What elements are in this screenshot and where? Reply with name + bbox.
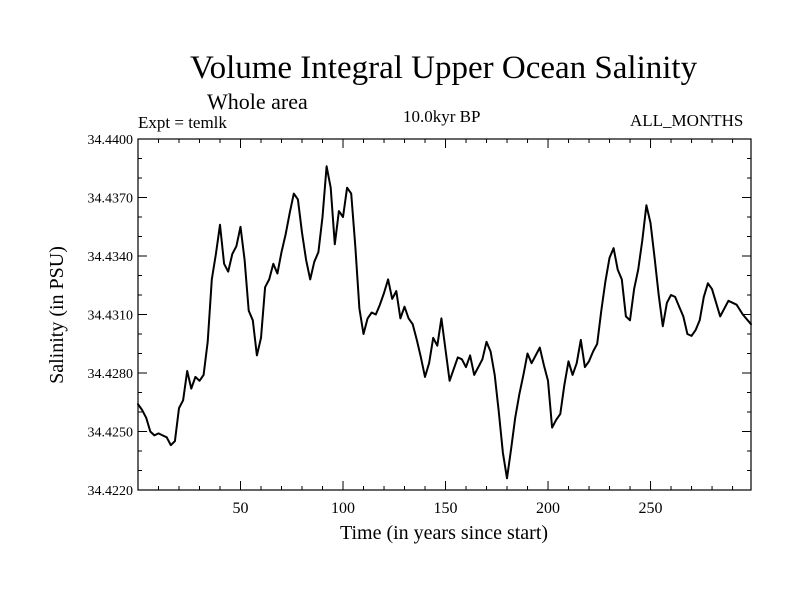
axis-ticks: 50 100 150 200 250 34.4220 34.4250 34.4280 34.43… (88, 133, 751, 517)
x-tick-label: 150 (434, 500, 458, 517)
months-label: ALL_MONTHS (630, 111, 744, 130)
series-line-salinity (137, 165, 752, 480)
x-tick-label: 50 (233, 500, 249, 517)
chart-title: Volume Integral Upper Ocean Salinity (190, 50, 698, 86)
plot-frame (137, 138, 752, 491)
chart-subtitle: Whole area (207, 89, 308, 114)
experiment-label: Expt = temlk (138, 113, 227, 132)
y-tick-label: 34.4340 (88, 250, 134, 265)
y-tick-label: 34.4220 (88, 484, 134, 499)
x-axis-label: Time (in years since start) (340, 522, 548, 544)
x-tick-label: 100 (331, 500, 355, 517)
x-tick-label: 250 (639, 500, 663, 517)
x-tick-label: 200 (536, 500, 560, 517)
y-tick-label: 34.4370 (88, 192, 134, 207)
y-tick-label: 34.4280 (88, 367, 134, 382)
y-tick-label: 34.4400 (88, 133, 134, 148)
period-label: 10.0kyr BP (403, 107, 481, 126)
y-tick-label: 34.4310 (88, 309, 134, 324)
y-tick-label: 34.4250 (88, 426, 134, 441)
series-layer (137, 165, 752, 480)
y-axis-label: Salinity (in PSU) (46, 246, 68, 384)
